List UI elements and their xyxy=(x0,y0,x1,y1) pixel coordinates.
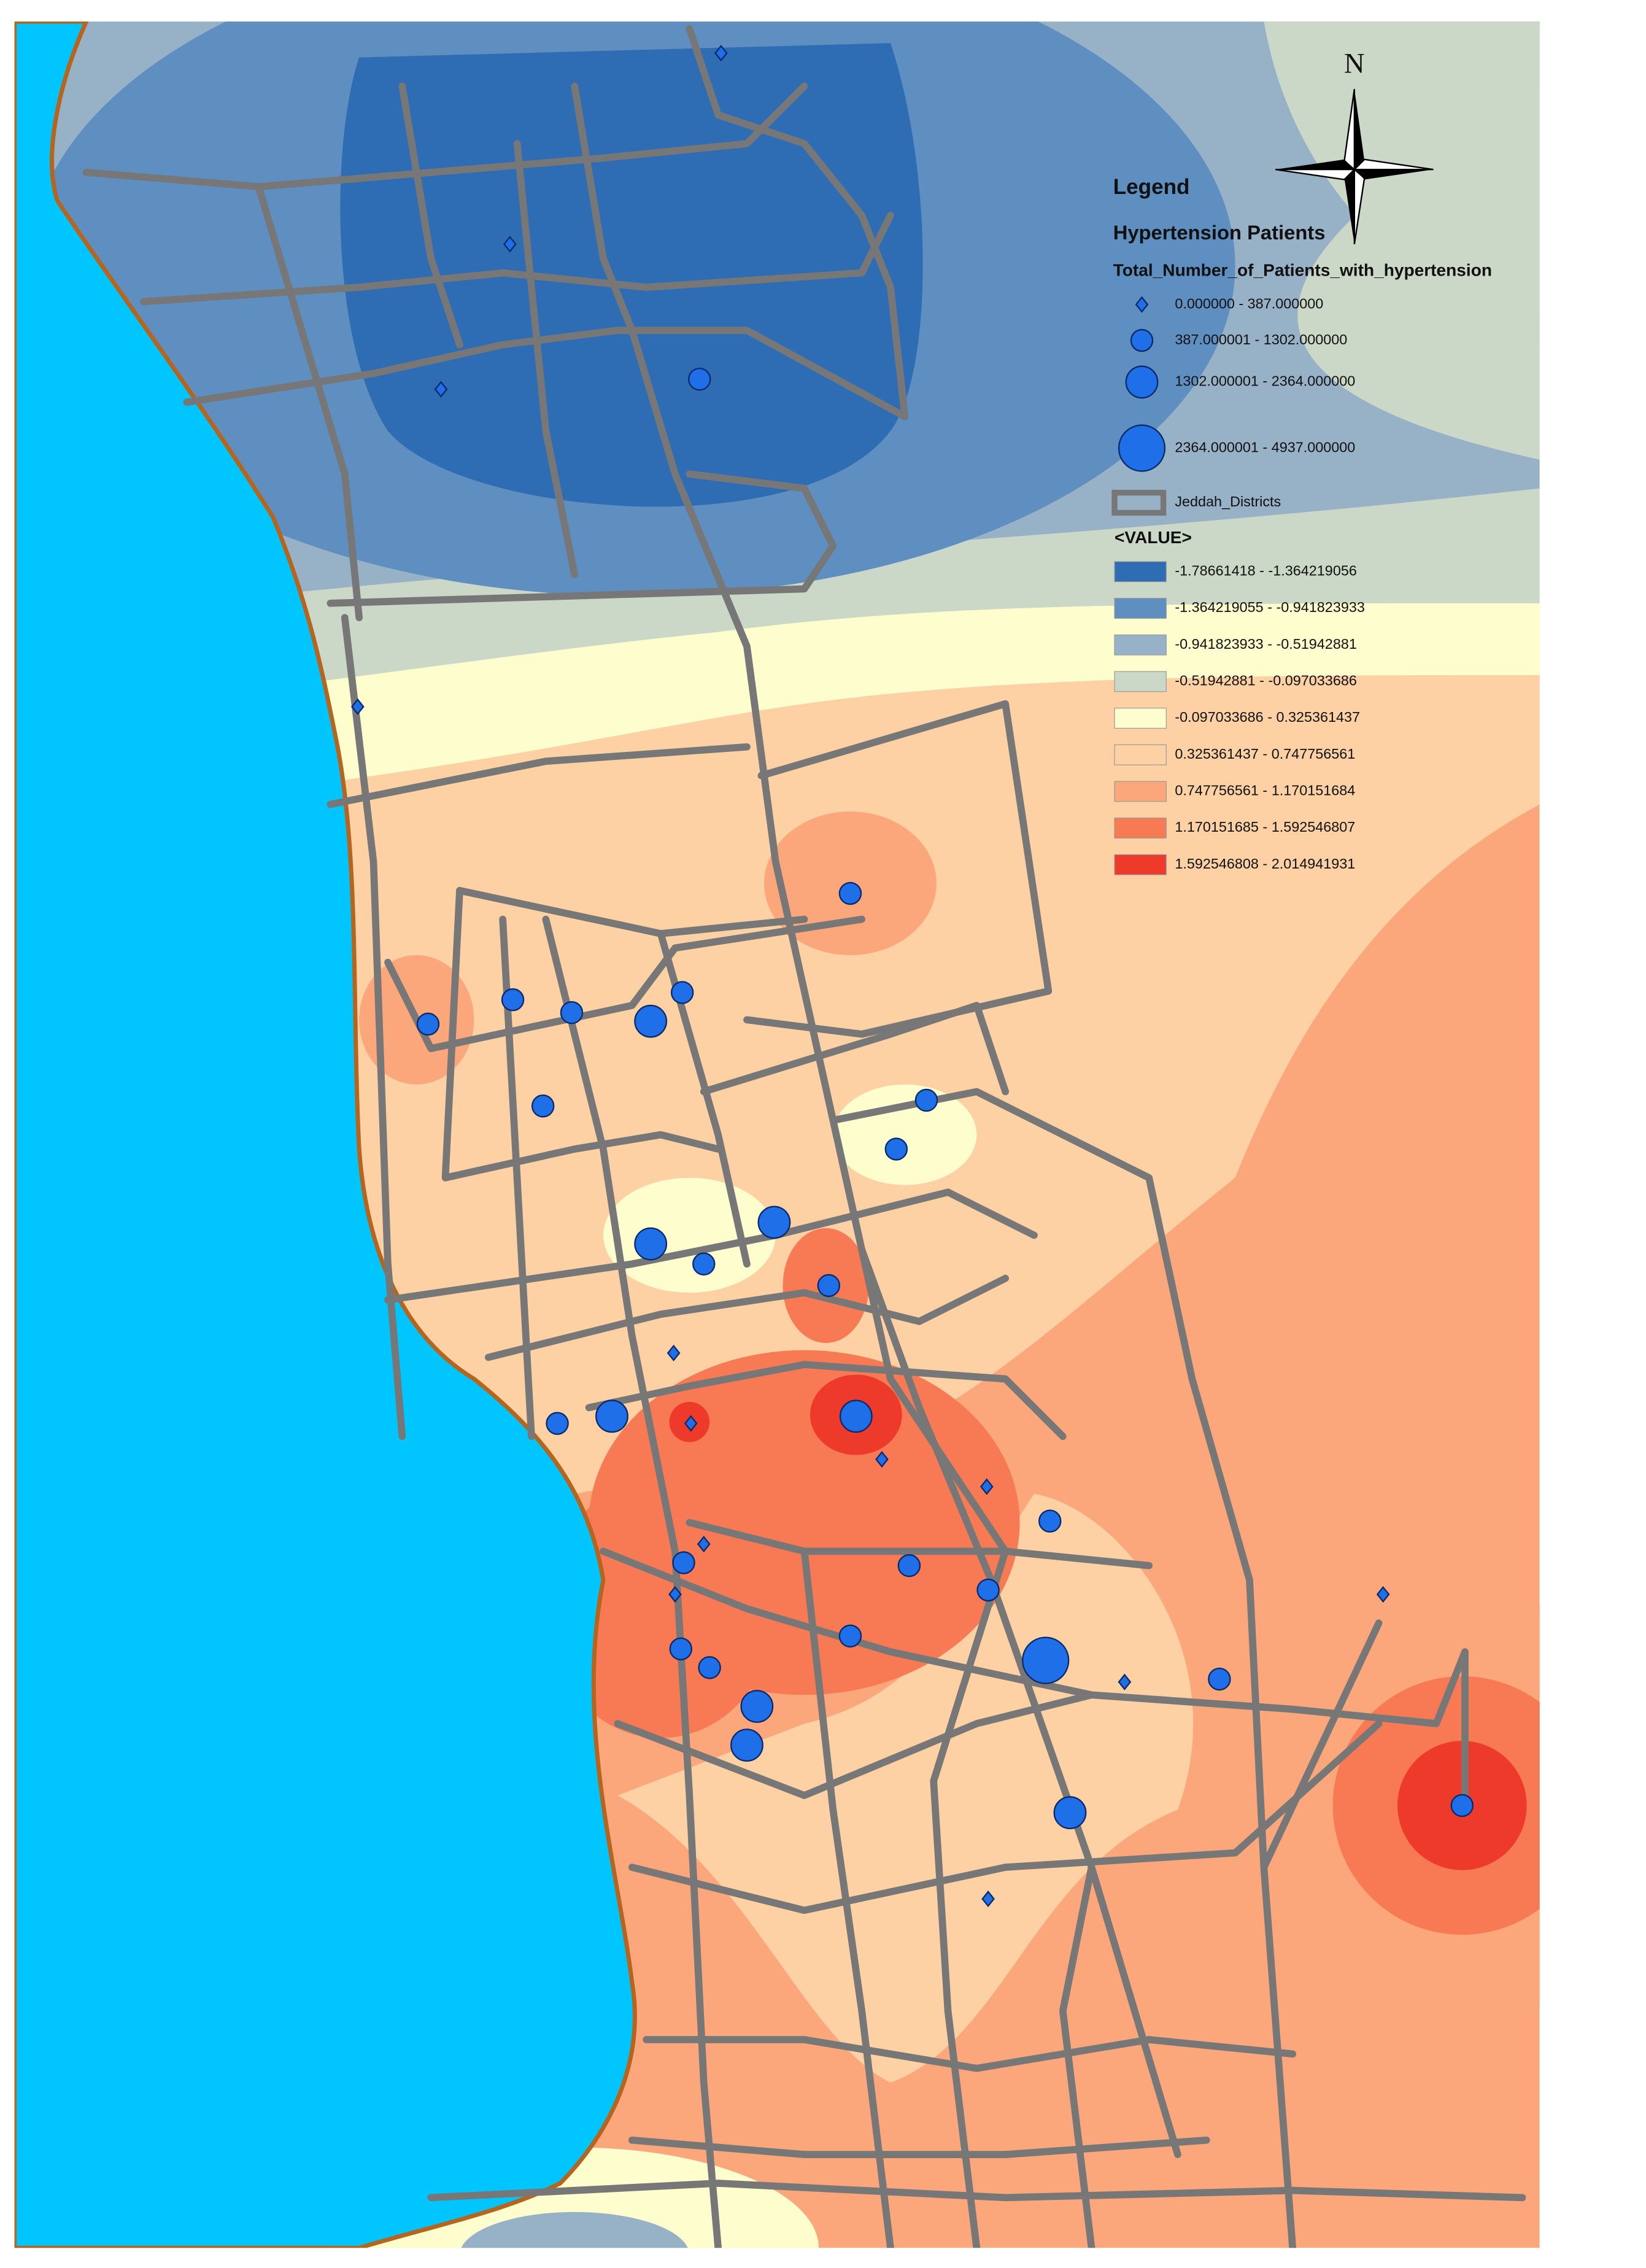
point xyxy=(817,1274,841,1298)
surface xyxy=(14,21,1540,2248)
value-class-label: -0.51942881 - -0.097033686 xyxy=(1175,673,1357,689)
point xyxy=(838,1624,862,1648)
legend: Legend Hypertension Patients Total_Numbe… xyxy=(1111,175,1492,875)
point xyxy=(672,1551,695,1574)
district-boundaries xyxy=(82,25,1526,2248)
value-class-label: -1.78661418 - -1.364219056 xyxy=(1175,563,1357,579)
size-class-label: 387.000001 - 1302.000000 xyxy=(1175,331,1347,347)
value-swatch xyxy=(1114,744,1167,765)
point xyxy=(979,1478,994,1495)
value-swatch xyxy=(1114,561,1167,582)
point xyxy=(1130,328,1154,352)
point xyxy=(669,1637,693,1661)
layer-title: Hypertension Patients xyxy=(1113,221,1326,244)
value-swatch xyxy=(1114,671,1167,692)
value-swatch xyxy=(1114,634,1167,656)
zone xyxy=(461,2212,688,2248)
point xyxy=(875,1450,889,1468)
value-swatch xyxy=(1114,598,1167,619)
size-class-label: 2364.000001 - 4937.000000 xyxy=(1175,439,1355,455)
value-swatch xyxy=(1114,818,1167,839)
value-class-label: 0.325361437 - 0.747756561 xyxy=(1175,746,1355,762)
value-class-label: -0.097033686 - 0.325361437 xyxy=(1175,709,1360,725)
north-label: N xyxy=(1344,47,1365,79)
point xyxy=(839,1399,873,1433)
point xyxy=(1038,1509,1062,1533)
point xyxy=(838,881,862,905)
point xyxy=(897,1554,921,1577)
value-swatch xyxy=(1114,781,1167,802)
point xyxy=(1450,1794,1474,1817)
point xyxy=(501,988,525,1012)
point xyxy=(668,1585,682,1603)
size-class-label: 1302.000001 - 2364.000000 xyxy=(1175,373,1355,389)
value-swatch xyxy=(1114,708,1167,729)
point xyxy=(698,1656,721,1679)
point xyxy=(692,1252,716,1275)
value-class-label: -1.364219055 - -0.941823933 xyxy=(1175,599,1365,615)
point xyxy=(714,45,728,62)
zone xyxy=(603,1177,776,1293)
value-class-label: 1.592546808 - 2.014941931 xyxy=(1175,856,1355,872)
point xyxy=(1118,424,1166,472)
patient-points xyxy=(350,45,1474,1908)
point xyxy=(688,368,711,391)
point xyxy=(350,698,365,715)
point xyxy=(914,1088,938,1112)
point xyxy=(1022,1636,1070,1684)
point xyxy=(740,1690,774,1723)
district-swatch xyxy=(1111,489,1167,516)
point xyxy=(546,1412,569,1435)
zone xyxy=(1264,21,1540,345)
point xyxy=(667,1344,681,1361)
legend-title: Legend xyxy=(1113,175,1190,199)
point xyxy=(1135,296,1149,313)
point xyxy=(981,1891,995,1908)
point xyxy=(697,1536,711,1553)
point xyxy=(503,236,517,253)
point xyxy=(1125,365,1159,399)
point xyxy=(884,1137,908,1161)
raster-label: <VALUE> xyxy=(1115,528,1192,547)
point xyxy=(1376,1585,1390,1603)
value-class-label: 1.170151685 - 1.592546807 xyxy=(1175,819,1355,835)
point xyxy=(757,1206,791,1239)
size-class-label: 0.000000 - 387.000000 xyxy=(1175,295,1323,311)
point xyxy=(976,1578,1000,1602)
point xyxy=(634,1227,668,1261)
value-class-label: 0.747756561 - 1.170151684 xyxy=(1175,783,1355,799)
districts-label: Jeddah_Districts xyxy=(1175,493,1281,509)
point xyxy=(434,381,448,398)
point xyxy=(1208,1667,1231,1691)
field-name: Total_Number_of_Patients_with_hypertensi… xyxy=(1113,261,1492,280)
point xyxy=(730,1728,763,1762)
point xyxy=(634,1004,668,1038)
point xyxy=(670,981,694,1004)
point xyxy=(595,1399,628,1433)
north-arrow: N xyxy=(1275,47,1434,244)
point xyxy=(560,1001,584,1024)
point xyxy=(1118,1673,1132,1690)
point xyxy=(531,1094,555,1118)
value-swatch xyxy=(1114,854,1167,875)
zone xyxy=(340,43,923,507)
point xyxy=(416,1012,440,1036)
value-class-label: -0.941823933 - -0.51942881 xyxy=(1175,636,1357,652)
point xyxy=(1053,1796,1087,1830)
point xyxy=(684,1415,698,1432)
